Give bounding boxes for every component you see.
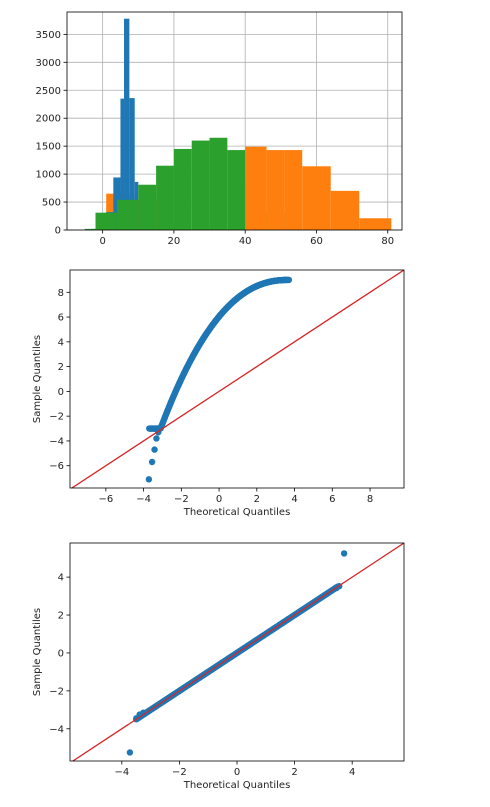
y-tick-label: 0 [55, 226, 61, 237]
y-tick-label: 2500 [36, 86, 61, 97]
y-tick-label: −6 [49, 461, 64, 472]
histogram-bar [84, 228, 96, 230]
y-tick-label: 2 [58, 362, 64, 373]
qq-plot-content [71, 543, 404, 761]
x-tick-label: −6 [98, 494, 113, 505]
histogram-bar [191, 140, 210, 230]
x-tick-label: 2 [291, 767, 297, 778]
qq-point [148, 458, 156, 466]
y-tick-label: 6 [58, 313, 64, 324]
x-tick-label: 80 [381, 236, 394, 247]
qq-point [285, 276, 293, 284]
x-axis-label: Theoretical Quantiles [183, 780, 291, 791]
x-tick-label: 20 [168, 236, 181, 247]
histogram-bar [156, 165, 174, 230]
x-tick-label: 4 [349, 767, 355, 778]
histogram-bar [209, 137, 228, 230]
histogram-bar [266, 150, 285, 230]
qq-point [145, 476, 153, 483]
histogram-bar [120, 98, 125, 230]
qq-point [126, 749, 134, 756]
histogram-bar [173, 148, 192, 230]
y-axis-label: Sample Quantiles [32, 335, 43, 423]
histogram-panel: 0 20 40 60 80 0 500 1000 1500 2000 2500 3000 3500 [36, 11, 403, 247]
y-tick-label: 1500 [36, 142, 61, 153]
x-tick-label: 0 [216, 494, 222, 505]
histogram-bar [138, 184, 157, 230]
qq-point [153, 435, 160, 442]
axes-frame [69, 542, 405, 762]
y-tick-label: −2 [49, 686, 64, 697]
x-tick-label: 60 [310, 236, 323, 247]
x-tick-label: 2 [254, 494, 260, 505]
y-tick-label: 500 [42, 198, 61, 209]
histogram-bar [284, 150, 303, 230]
histogram-bar [359, 218, 392, 230]
qq-point [340, 550, 348, 557]
x-tick-label: 4 [291, 494, 297, 505]
qq-plot-panel-2: −4 −2 0 2 4 −4 −2 0 2 4 Theoretical Quantiles Sampl… [32, 542, 405, 791]
y-tick-label: −4 [49, 436, 64, 447]
y-tick-label: 2 [58, 611, 64, 622]
x-tick-label: −4 [114, 767, 129, 778]
qq-point [156, 425, 164, 432]
y-tick-label: 4 [58, 573, 64, 584]
histogram-bar [129, 98, 135, 230]
y-tick-label: 0 [58, 387, 64, 398]
axes-frame [66, 11, 403, 231]
histogram-bar [245, 146, 267, 230]
y-tick-label: 2000 [36, 114, 61, 125]
histogram-bar [95, 212, 117, 230]
y-tick-label: 4 [58, 337, 64, 348]
qq-plot-panel-1: −6 −4 −2 0 2 4 6 8 −6 −4 −2 0 2 4 6 8 Theoretical Quanti… [32, 269, 405, 518]
x-tick-label: 6 [329, 494, 335, 505]
y-axis-label: Sample Quantiles [32, 608, 43, 696]
y-tick-label: 0 [58, 648, 64, 659]
x-tick-label: −2 [172, 767, 187, 778]
y-tick-label: −4 [49, 724, 64, 735]
x-tick-label: 0 [99, 236, 105, 247]
x-tick-label: −2 [174, 494, 189, 505]
y-tick-label: 1000 [36, 170, 61, 181]
x-tick-label: 8 [367, 494, 373, 505]
reference-line [71, 543, 404, 761]
axes-frame [69, 269, 405, 489]
y-tick-label: 3000 [36, 58, 61, 69]
x-axis-label: Theoretical Quantiles [183, 507, 291, 518]
histogram-bar [302, 166, 331, 230]
qq-plot-content [70, 270, 404, 488]
qq-point [151, 446, 158, 453]
reference-line [70, 270, 404, 488]
x-tick-label: 0 [234, 767, 240, 778]
x-tick-label: 40 [239, 236, 252, 247]
histogram-bar [330, 190, 360, 230]
x-tick-label: −4 [136, 494, 151, 505]
histogram-bar [116, 199, 139, 230]
y-tick-label: 3500 [36, 30, 61, 41]
histogram-bar [124, 18, 130, 230]
y-tick-label: 8 [58, 288, 64, 299]
histogram-bars [84, 18, 392, 230]
y-tick-label: −2 [49, 412, 64, 423]
histogram-bar [227, 150, 246, 230]
